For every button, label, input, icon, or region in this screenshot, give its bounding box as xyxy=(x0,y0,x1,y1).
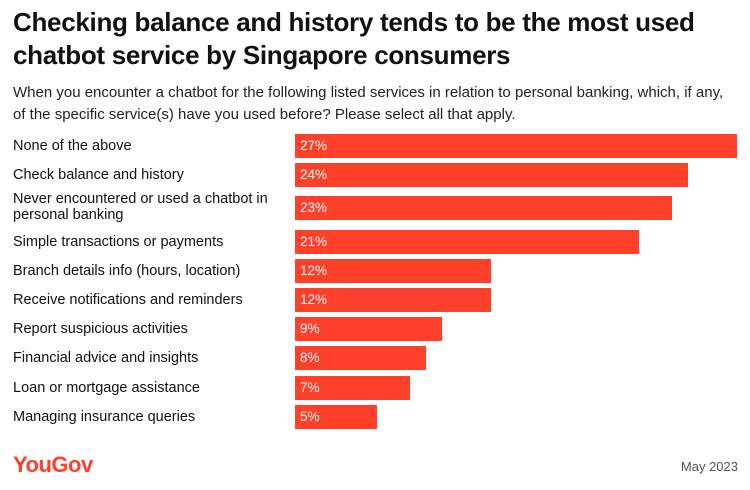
bar xyxy=(295,375,410,400)
category-label: Simple transactions or payments xyxy=(13,233,224,250)
category-label: Branch details info (hours, location) xyxy=(13,262,241,279)
bar-value-label: 27% xyxy=(300,138,328,153)
bar-value-label: 21% xyxy=(300,233,328,249)
survey-date: May 2023 xyxy=(680,459,738,474)
bar xyxy=(295,229,639,254)
bar-value-label: 7% xyxy=(300,379,320,395)
bar xyxy=(295,404,377,429)
bar xyxy=(295,346,426,371)
bar-value-label: 8% xyxy=(300,350,320,366)
bar-value-label: 23% xyxy=(300,200,328,216)
bar-value-label: 5% xyxy=(300,408,320,424)
bar xyxy=(295,134,737,158)
bar-value-label: 9% xyxy=(300,321,320,337)
category-label: Never encountered or used a chatbot in p… xyxy=(13,191,268,224)
yougov-logo: YouGov xyxy=(13,452,93,477)
category-label: Check balance and history xyxy=(13,167,184,184)
bar xyxy=(295,258,492,283)
chart-subtitle: When you encounter a chatbot for the fol… xyxy=(13,84,724,123)
category-label: Loan or mortgage assistance xyxy=(13,379,200,396)
bar xyxy=(295,317,443,342)
bar xyxy=(295,288,492,312)
chart-title: Checking balance and history tends to be… xyxy=(13,7,695,70)
category-label: Receive notifications and reminders xyxy=(13,292,243,308)
bar-value-label: 24% xyxy=(300,167,328,183)
bar-value-label: 12% xyxy=(300,292,328,307)
category-label: Managing insurance queries xyxy=(13,408,196,425)
category-label: Report suspicious activities xyxy=(13,321,188,338)
category-label: None of the above xyxy=(13,138,132,154)
bar xyxy=(295,196,672,221)
bar xyxy=(295,163,688,188)
category-label: Financial advice and insights xyxy=(13,350,199,367)
bar-value-label: 12% xyxy=(300,262,328,278)
